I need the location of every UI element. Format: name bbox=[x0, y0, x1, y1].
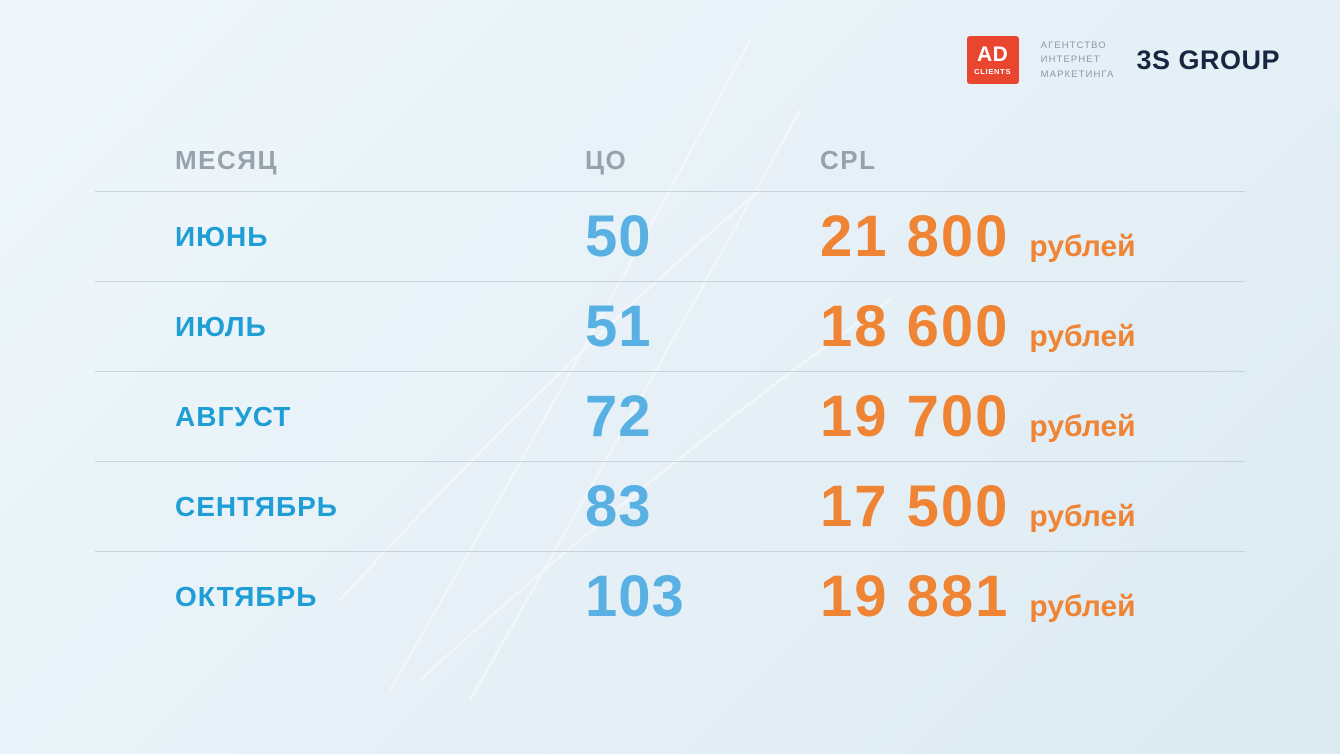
cpl-cell: 19 881 рублей bbox=[820, 563, 1245, 629]
cpl-currency-label: рублей bbox=[1029, 319, 1136, 353]
cpl-currency-label: рублей bbox=[1029, 589, 1136, 623]
co-value: 83 bbox=[585, 473, 652, 539]
cpl-value: 19 881 bbox=[820, 563, 1010, 629]
cpl-cell: 17 500 рублей bbox=[820, 473, 1245, 539]
cpl-value: 19 700 bbox=[820, 383, 1010, 449]
table-row: ОКТЯБРЬ 103 19 881 рублей bbox=[95, 551, 1245, 641]
agency-caption: АГЕНТСТВО ИНТЕРНЕТ МАРКЕТИНГА bbox=[1041, 40, 1115, 80]
month-cell: ИЮНЬ bbox=[175, 220, 269, 252]
column-header-cpl: CPL bbox=[820, 145, 877, 175]
cpl-currency-label: рублей bbox=[1029, 409, 1136, 443]
month-cell: ОКТЯБРЬ bbox=[175, 580, 318, 612]
cpl-cell: 19 700 рублей bbox=[820, 383, 1245, 449]
month-cell: СЕНТЯБРЬ bbox=[175, 490, 338, 522]
adclients-logo-bottom: CLIENTS bbox=[974, 67, 1012, 77]
co-value: 50 bbox=[585, 203, 652, 269]
column-header-co: ЦО bbox=[585, 145, 628, 175]
co-value: 72 bbox=[585, 383, 652, 449]
co-value: 51 bbox=[585, 293, 652, 359]
table-row: АВГУСТ 72 19 700 рублей bbox=[95, 371, 1245, 461]
agency-caption-line: МАРКЕТИНГА bbox=[1040, 68, 1115, 80]
table-row: ИЮЛЬ 51 18 600 рублей bbox=[95, 281, 1245, 371]
cpl-value: 21 800 bbox=[820, 203, 1010, 269]
header-logos: AD CLIENTS АГЕНТСТВО ИНТЕРНЕТ МАРКЕТИНГА… bbox=[966, 36, 1280, 84]
table-row: ИЮНЬ 50 21 800 рублей bbox=[95, 191, 1245, 281]
adclients-logo: AD CLIENTS bbox=[966, 36, 1019, 84]
agency-caption-line: АГЕНТСТВО bbox=[1040, 39, 1107, 51]
month-cell: ИЮЛЬ bbox=[175, 310, 267, 342]
cpl-currency-label: рублей bbox=[1029, 229, 1136, 263]
table-header-row: МЕСЯЦ ЦО CPL bbox=[95, 130, 1245, 191]
cpl-value: 17 500 bbox=[820, 473, 1010, 539]
co-value: 103 bbox=[585, 563, 685, 629]
month-cell: АВГУСТ bbox=[175, 400, 292, 432]
column-header-month: МЕСЯЦ bbox=[175, 145, 278, 175]
cpl-value: 18 600 bbox=[820, 293, 1010, 359]
table-row: СЕНТЯБРЬ 83 17 500 рублей bbox=[95, 461, 1245, 551]
results-table: МЕСЯЦ ЦО CPL ИЮНЬ 50 21 800 рублей ИЮЛЬ … bbox=[95, 130, 1245, 641]
adclients-logo-top: AD bbox=[976, 43, 1009, 67]
agency-caption-line: ИНТЕРНЕТ bbox=[1040, 54, 1101, 66]
cpl-currency-label: рублей bbox=[1029, 499, 1136, 533]
cpl-cell: 21 800 рублей bbox=[820, 203, 1245, 269]
3s-group-logo: 3S GROUP bbox=[1136, 44, 1280, 75]
cpl-cell: 18 600 рублей bbox=[820, 293, 1245, 359]
